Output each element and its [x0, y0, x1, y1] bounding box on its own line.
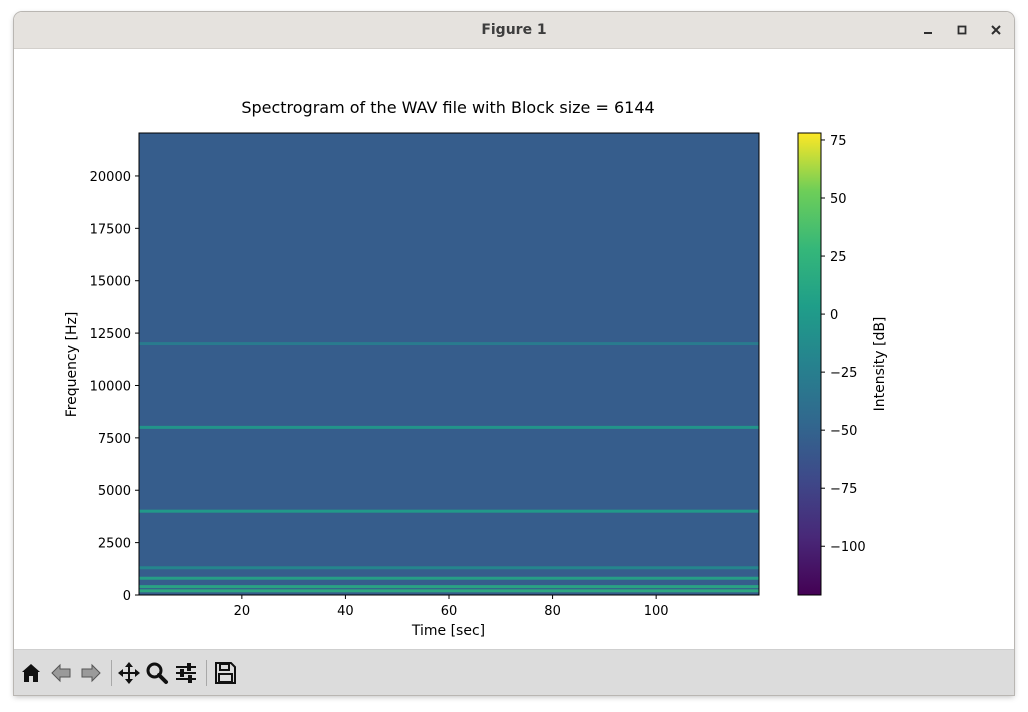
colorbar-tick-label: 0	[830, 308, 838, 323]
y-tick-label: 15000	[90, 275, 131, 290]
pan-button[interactable]	[116, 660, 142, 686]
spectrogram-background	[139, 133, 759, 595]
save-button[interactable]	[212, 660, 238, 686]
tone-line	[139, 566, 759, 570]
maximize-icon	[957, 25, 967, 35]
x-tick-label: 80	[544, 604, 561, 619]
colorbar	[797, 132, 822, 596]
configure-subplots-icon	[176, 663, 196, 683]
close-button[interactable]	[986, 20, 1006, 40]
figure-canvas[interactable]: Spectrogram of the WAV file with Block s…	[14, 49, 1014, 649]
title-bar[interactable]: Figure 1	[14, 12, 1014, 49]
tone-line	[139, 509, 759, 513]
x-tick-label: 40	[337, 604, 354, 619]
chart-title: Spectrogram of the WAV file with Block s…	[241, 98, 654, 117]
y-tick-label: 10000	[90, 379, 131, 394]
tone-line	[139, 342, 759, 346]
minimize-icon	[924, 32, 932, 34]
y-tick-label: 17500	[90, 222, 131, 237]
y-tick-label: 0	[123, 589, 131, 604]
save-floppy-icon	[215, 662, 236, 684]
back-button[interactable]	[48, 660, 74, 686]
colorbar-tick-label: −75	[830, 482, 857, 497]
colorbar-tick-label: −50	[830, 424, 857, 439]
minimize-button[interactable]	[918, 20, 938, 40]
figure-window: Figure 1	[14, 12, 1014, 695]
close-icon	[991, 25, 1001, 35]
x-tick-label: 100	[644, 604, 669, 619]
tone-line	[139, 585, 759, 589]
forward-arrow-icon	[81, 663, 101, 683]
y-axis-label: Frequency [Hz]	[64, 312, 80, 418]
y-tick-label: 2500	[98, 537, 131, 552]
colorbar-label: Intensity [dB]	[872, 317, 888, 412]
zoom-button[interactable]	[144, 660, 170, 686]
back-arrow-icon	[51, 663, 71, 683]
pan-move-icon	[118, 662, 140, 684]
tone-line	[139, 589, 759, 593]
forward-button[interactable]	[78, 660, 104, 686]
y-tick-label: 20000	[90, 170, 131, 185]
tone-line	[139, 425, 759, 429]
x-tick-label: 60	[441, 604, 458, 619]
y-tick-label: 12500	[90, 327, 131, 342]
home-icon	[22, 664, 40, 682]
x-tick-label: 20	[234, 604, 251, 619]
colorbar-tick-label: 25	[830, 250, 847, 265]
zoom-magnifier-icon	[146, 662, 168, 684]
toolbar-separator	[206, 660, 207, 686]
tone-line	[139, 576, 759, 580]
navigation-toolbar	[14, 649, 1014, 695]
maximize-button[interactable]	[952, 20, 972, 40]
y-tick-label: 5000	[98, 484, 131, 499]
colorbar-tick-label: −100	[830, 540, 866, 555]
home-button[interactable]	[18, 660, 44, 686]
configure-subplots-button[interactable]	[173, 660, 199, 686]
colorbar-tick-label: 50	[830, 192, 847, 207]
x-axis-label: Time [sec]	[411, 623, 485, 639]
window-title: Figure 1	[481, 22, 547, 38]
toolbar-separator	[111, 660, 112, 686]
colorbar-tick-label: 75	[830, 134, 847, 149]
y-tick-label: 7500	[98, 432, 131, 447]
colorbar-tick-label: −25	[830, 366, 857, 381]
spectrogram-chart: Spectrogram of the WAV file with Block s…	[64, 98, 888, 639]
